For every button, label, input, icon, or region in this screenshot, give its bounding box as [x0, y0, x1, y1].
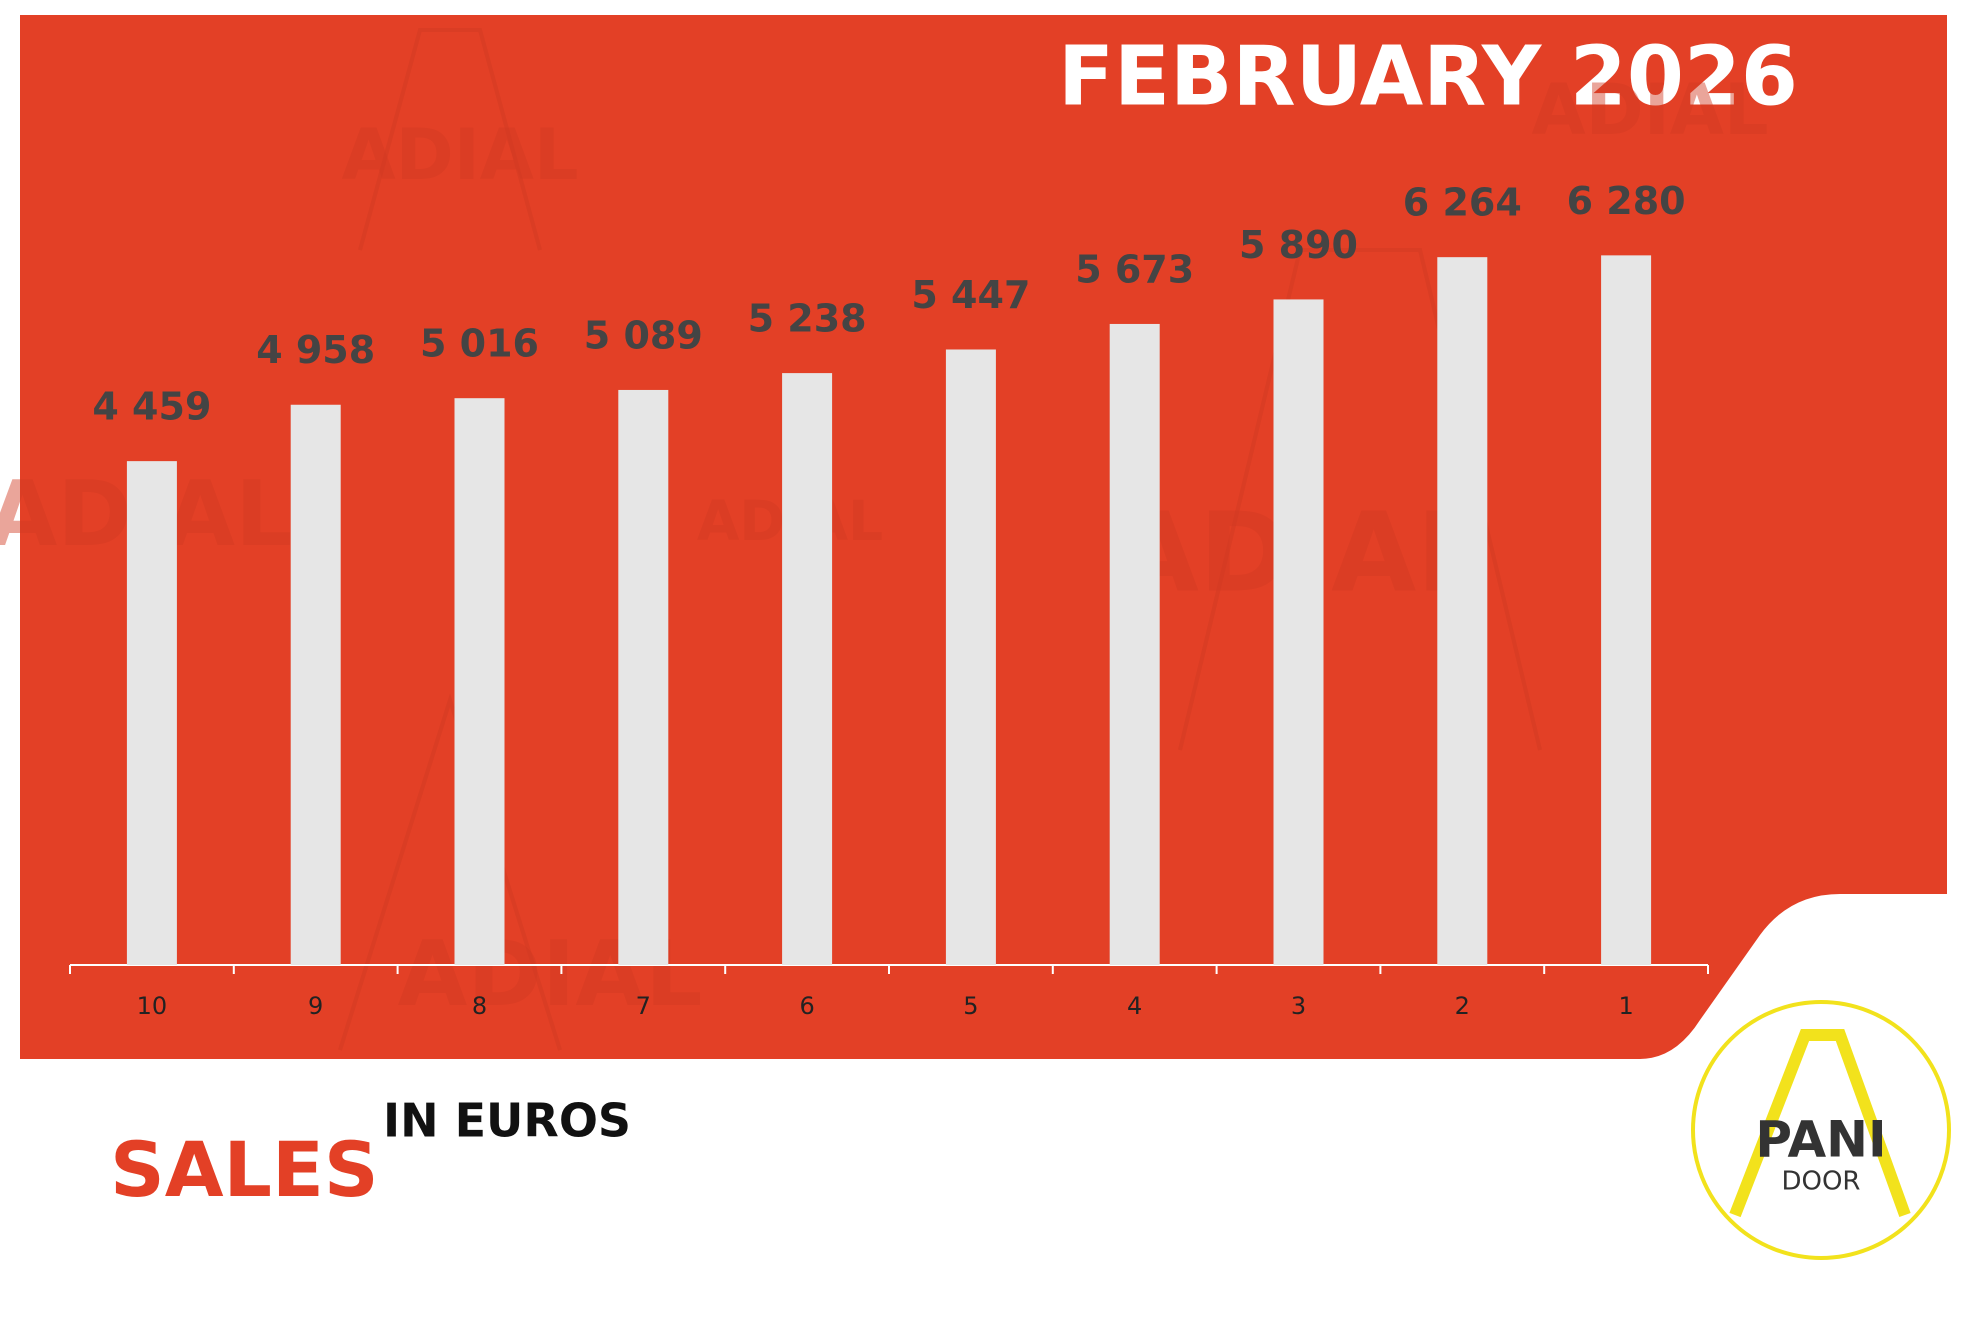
subtitle: SALES — [110, 1125, 379, 1214]
bar — [1273, 299, 1324, 965]
logo-text: PANI — [1755, 1111, 1886, 1169]
bar — [1437, 257, 1488, 966]
x-tick-label: 4 — [1127, 992, 1142, 1020]
value-label: 5 089 — [584, 313, 703, 357]
x-tick-label: 7 — [636, 992, 651, 1020]
value-label: 6 280 — [1567, 179, 1686, 223]
value-label: 5 890 — [1239, 223, 1358, 267]
bar — [1109, 323, 1160, 965]
bar — [782, 373, 833, 966]
logo-circle — [1691, 1000, 1951, 1260]
bar — [945, 349, 996, 965]
value-label: 5 238 — [748, 297, 867, 341]
value-label: 5 447 — [911, 273, 1030, 317]
watermark: ADIAL — [1531, 69, 1768, 151]
logo-subtext: DOOR — [1781, 1167, 1860, 1197]
value-label: 4 459 — [92, 385, 211, 429]
bar — [454, 398, 505, 965]
x-tick-label: 3 — [1291, 992, 1306, 1020]
value-label: 5 673 — [1075, 247, 1194, 291]
bar — [126, 461, 177, 965]
x-tick-label: 9 — [308, 992, 323, 1020]
bar — [618, 389, 669, 965]
value-label: 4 958 — [256, 328, 375, 372]
logo-mark — [1729, 1029, 1911, 1218]
x-tick-label: 6 — [799, 992, 814, 1020]
x-tick-label: 8 — [472, 992, 487, 1020]
value-label: 5 016 — [420, 322, 539, 366]
x-tick-label: 2 — [1455, 992, 1470, 1020]
unit-label: IN EUROS — [383, 1094, 631, 1148]
value-label: 6 264 — [1403, 181, 1522, 225]
x-tick-label: 1 — [1618, 992, 1633, 1020]
x-tick-label: 5 — [963, 992, 978, 1020]
chart-title: FEBRUARY 2026 — [1058, 29, 1798, 124]
watermark: ADIAL — [341, 114, 578, 196]
bar — [1601, 255, 1652, 966]
bar — [290, 404, 341, 966]
x-tick-label: 10 — [137, 992, 168, 1020]
